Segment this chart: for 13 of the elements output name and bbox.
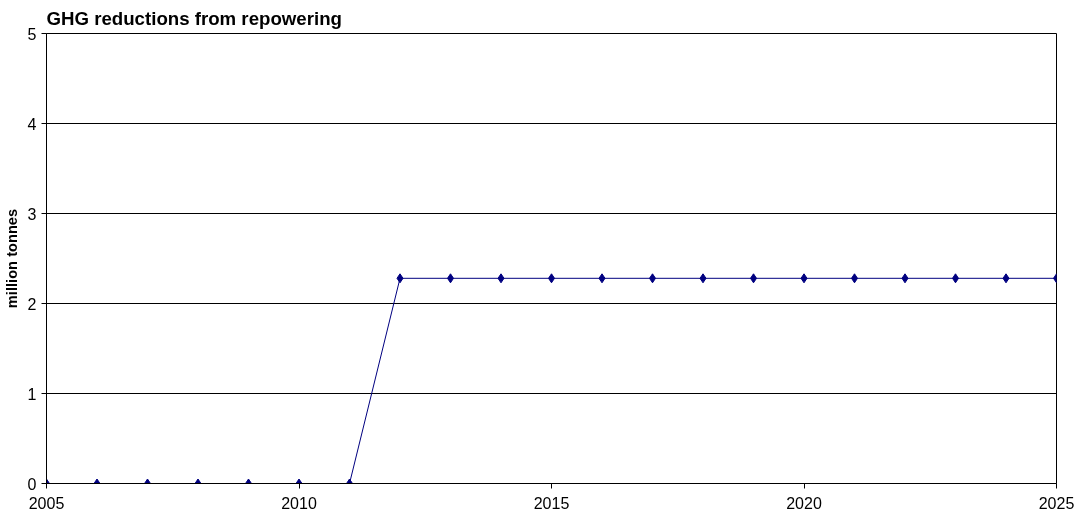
x-tick-label: 2025 [1038,494,1075,512]
y-tick-label: 2 [27,295,37,313]
x-tick-label: 2020 [786,494,822,512]
x-tick-label: 2015 [533,494,570,512]
y-axis-title: million tonnes [3,208,20,309]
y-tick-label: 3 [27,205,37,223]
x-tick-label: 2010 [281,494,317,512]
chart-title: GHG reductions from repowering [46,7,342,29]
y-tick-label: 5 [27,25,37,43]
y-tick-label: 4 [27,115,37,133]
x-tick-label: 2005 [28,494,65,512]
y-tick-label: 0 [27,475,37,493]
y-tick-label: 1 [27,385,37,403]
